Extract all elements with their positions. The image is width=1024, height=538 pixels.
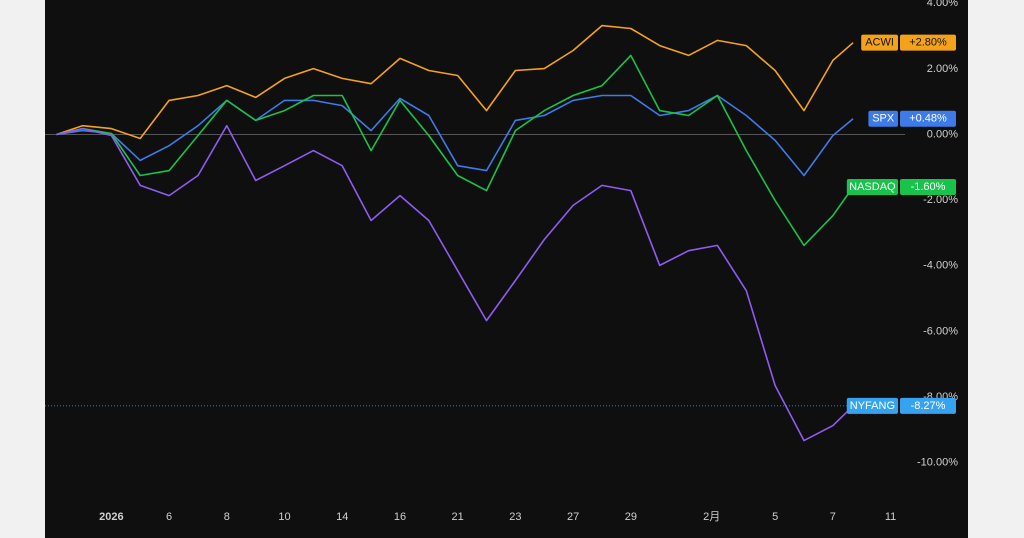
badge-value-box	[900, 110, 956, 127]
x-tick-label: 6	[166, 511, 172, 523]
chart-background	[45, 0, 968, 538]
x-tick-label: 2月	[703, 511, 720, 523]
badge-value-box	[900, 34, 956, 51]
badge-name-box	[846, 397, 898, 414]
y-tick-label: 0.00%	[927, 128, 958, 140]
y-tick-label: -2.00%	[923, 194, 958, 206]
x-tick-label: 21	[452, 511, 464, 523]
series-line	[56, 24, 854, 140]
badge-name-box	[846, 179, 898, 196]
badge-value-box	[900, 179, 956, 196]
x-tick-label: 8	[224, 511, 230, 523]
y-tick-label: -10.00%	[917, 457, 958, 469]
y-tick-label: 4.00%	[927, 0, 958, 9]
x-tick-label: 14	[336, 511, 348, 523]
y-tick-label: 2.00%	[927, 63, 958, 75]
badge-name-box	[868, 110, 898, 127]
x-tick-label: 5	[772, 511, 778, 523]
y-tick-label: -4.00%	[923, 260, 958, 272]
badge-name: ACWI	[865, 37, 894, 49]
badge-name: NYFANG	[850, 400, 895, 412]
badge-name: NASDAQ	[849, 181, 896, 193]
x-tick-label: 23	[509, 511, 521, 523]
badge-value: -8.27%	[911, 400, 946, 412]
series-line	[56, 124, 854, 442]
x-tick-label: 27	[567, 511, 579, 523]
badge-name: SPX	[872, 113, 895, 125]
x-tick-label: 7	[830, 511, 836, 523]
badge-value: -1.60%	[911, 181, 946, 193]
series-line	[56, 54, 854, 247]
x-tick-label: 10	[278, 511, 290, 523]
x-tick-label: 16	[394, 511, 406, 523]
badge-value-box	[900, 397, 956, 414]
badge-value: +2.80%	[909, 37, 947, 49]
badge-name-box	[861, 34, 898, 51]
y-tick-label: -6.00%	[923, 325, 958, 337]
x-tick-label: 11	[885, 511, 896, 523]
badge-value: +0.48%	[909, 113, 947, 125]
x-tick-label: 29	[625, 511, 637, 523]
x-tick-label: 2026	[99, 511, 123, 523]
series-line	[56, 94, 854, 177]
